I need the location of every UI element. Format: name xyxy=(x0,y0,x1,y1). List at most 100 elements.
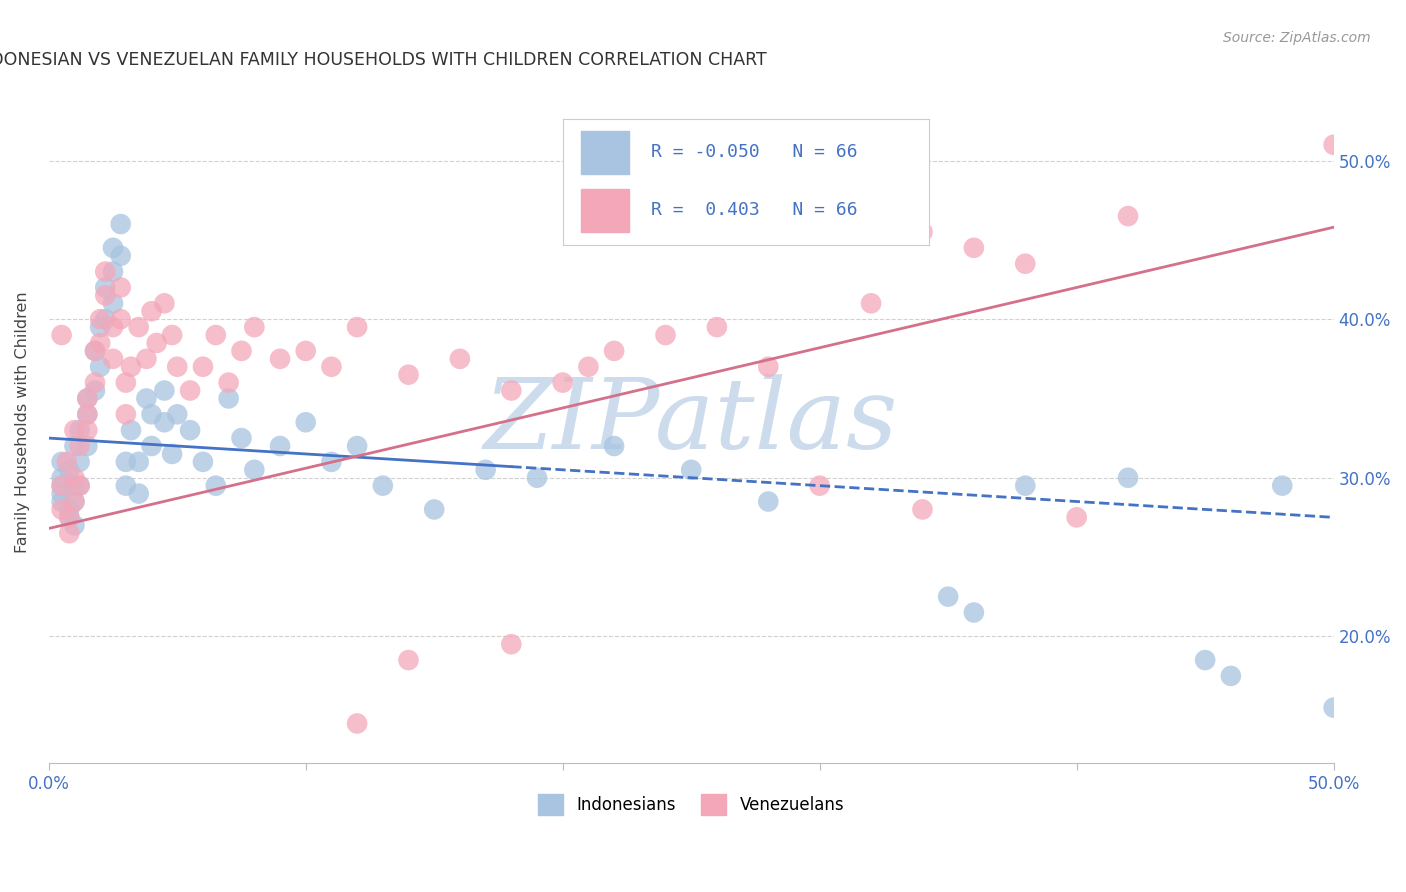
Point xyxy=(551,376,574,390)
Point xyxy=(603,343,626,358)
Point xyxy=(294,415,316,429)
Point xyxy=(84,384,107,398)
Point xyxy=(89,320,111,334)
Point xyxy=(84,343,107,358)
Point xyxy=(243,463,266,477)
Point xyxy=(963,241,986,255)
Point xyxy=(69,439,91,453)
Point xyxy=(449,351,471,366)
Point xyxy=(1116,471,1139,485)
Point xyxy=(371,478,394,492)
Point xyxy=(141,304,163,318)
Point xyxy=(526,471,548,485)
Point xyxy=(128,320,150,334)
Point xyxy=(1194,653,1216,667)
Point xyxy=(681,463,703,477)
Point xyxy=(1271,478,1294,492)
Y-axis label: Family Households with Children: Family Households with Children xyxy=(15,292,30,553)
Point xyxy=(101,264,124,278)
Point xyxy=(145,335,167,350)
Point xyxy=(179,423,201,437)
Point xyxy=(58,510,80,524)
Point xyxy=(76,407,98,421)
Point xyxy=(204,328,226,343)
Point xyxy=(55,455,77,469)
Point xyxy=(63,471,86,485)
Point xyxy=(69,423,91,437)
Point xyxy=(115,407,138,421)
Point xyxy=(1219,669,1241,683)
Point xyxy=(1323,137,1346,152)
Point xyxy=(346,320,368,334)
Point xyxy=(141,439,163,453)
Point xyxy=(51,494,73,508)
Point xyxy=(58,463,80,477)
Point xyxy=(423,502,446,516)
Point xyxy=(474,463,496,477)
Point xyxy=(69,478,91,492)
Point xyxy=(160,328,183,343)
Point xyxy=(76,392,98,406)
Point xyxy=(63,494,86,508)
Point xyxy=(204,478,226,492)
Point xyxy=(501,637,523,651)
Point xyxy=(51,478,73,492)
Point xyxy=(101,320,124,334)
Point xyxy=(135,392,157,406)
Point xyxy=(51,328,73,343)
Point xyxy=(218,392,240,406)
Point xyxy=(756,494,779,508)
Point xyxy=(89,312,111,326)
Point xyxy=(58,526,80,541)
Point xyxy=(808,478,831,492)
Point xyxy=(51,486,73,500)
Point xyxy=(166,407,188,421)
Point xyxy=(63,518,86,533)
Point xyxy=(115,478,138,492)
Point xyxy=(94,280,117,294)
Point xyxy=(76,407,98,421)
Point xyxy=(911,502,934,516)
Point xyxy=(101,351,124,366)
Point xyxy=(153,296,176,310)
Point xyxy=(76,392,98,406)
Point xyxy=(706,320,728,334)
Point xyxy=(269,351,291,366)
Point xyxy=(84,376,107,390)
Point xyxy=(51,478,73,492)
Point xyxy=(58,502,80,516)
Point xyxy=(231,343,253,358)
Point xyxy=(115,376,138,390)
Point xyxy=(346,716,368,731)
Point xyxy=(120,423,142,437)
Point xyxy=(860,296,883,310)
Point xyxy=(120,359,142,374)
Point xyxy=(654,328,676,343)
Point xyxy=(783,201,806,215)
Point xyxy=(63,494,86,508)
Point xyxy=(231,431,253,445)
Point xyxy=(269,439,291,453)
Point xyxy=(69,478,91,492)
Point xyxy=(1323,700,1346,714)
Legend: Indonesians, Venezuelans: Indonesians, Venezuelans xyxy=(530,786,852,823)
Point xyxy=(89,335,111,350)
Point xyxy=(51,471,73,485)
Point xyxy=(218,376,240,390)
Point xyxy=(1014,257,1036,271)
Point xyxy=(58,510,80,524)
Text: ZIPatlas: ZIPatlas xyxy=(484,375,898,470)
Point xyxy=(110,312,132,326)
Point xyxy=(63,423,86,437)
Point xyxy=(51,455,73,469)
Point xyxy=(398,368,420,382)
Point xyxy=(1066,510,1088,524)
Point xyxy=(110,249,132,263)
Point xyxy=(63,478,86,492)
Text: Source: ZipAtlas.com: Source: ZipAtlas.com xyxy=(1223,31,1371,45)
Point xyxy=(398,653,420,667)
Point xyxy=(110,217,132,231)
Point xyxy=(346,439,368,453)
Point xyxy=(94,288,117,302)
Point xyxy=(911,225,934,239)
